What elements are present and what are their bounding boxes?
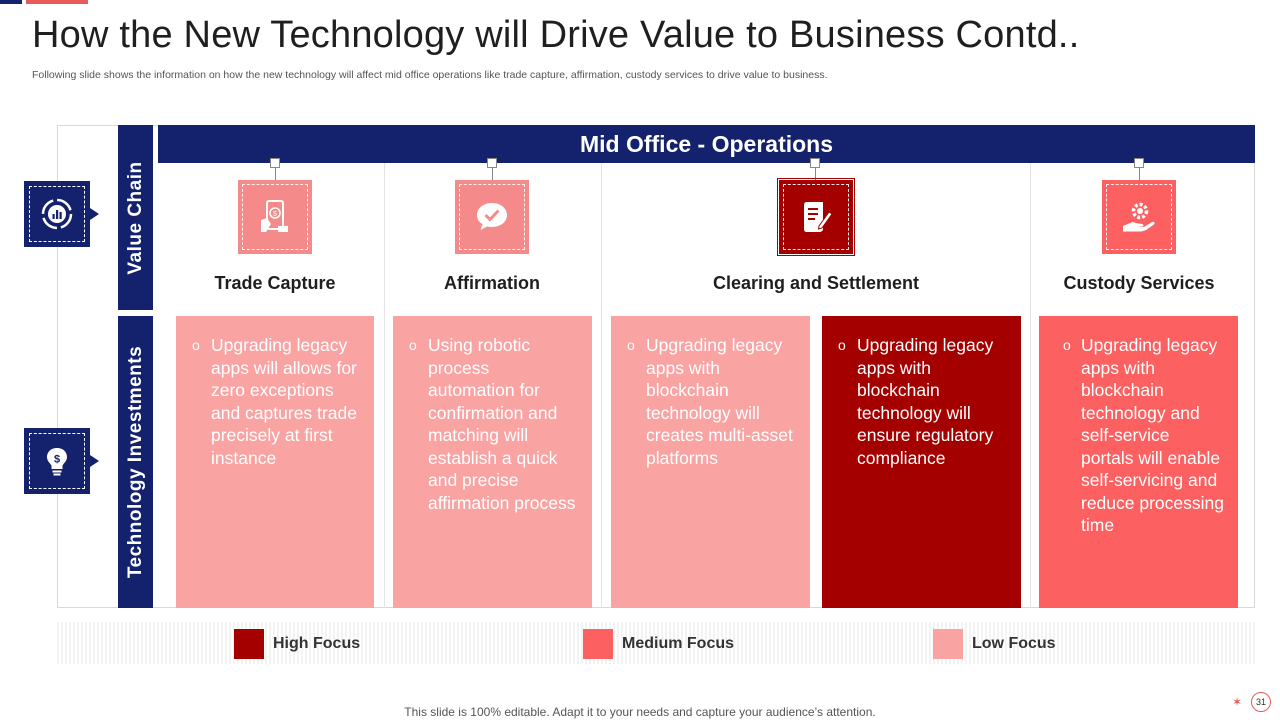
affirmation-icon-box <box>455 180 529 254</box>
clearing-settlement-icon-box <box>777 178 855 256</box>
bullet: o <box>838 337 846 353</box>
slide-subtitle: Following slide shows the information on… <box>32 69 828 81</box>
legend-item-medium: Medium Focus <box>583 629 734 659</box>
value-chain-label-bar: Value Chain <box>118 125 153 310</box>
column-label-trade-capture: Trade Capture <box>214 273 336 293</box>
chart-cycle-icon <box>41 198 73 230</box>
focus-legend: High Focus Medium Focus Low Focus <box>57 622 1255 664</box>
tech-investments-label: Technology Investments <box>124 345 146 579</box>
legend-label-low: Low Focus <box>972 635 1056 652</box>
column-pin <box>810 158 820 168</box>
column-divider <box>1030 163 1031 608</box>
column-divider <box>384 163 385 608</box>
card-text: Upgrading legacy apps with blockchain te… <box>857 335 994 468</box>
svg-text:$: $ <box>54 454 60 466</box>
trade-capture-icon-box: $ <box>238 180 312 254</box>
legend-item-low: Low Focus <box>933 629 1056 659</box>
hand-gear-icon <box>1123 202 1155 232</box>
card-text: Upgrading legacy apps will allows for ze… <box>211 335 357 468</box>
bullet: o <box>627 337 635 353</box>
legend-label-high: High Focus <box>273 635 361 652</box>
column-pin <box>487 158 497 168</box>
value-chain-label: Value Chain <box>124 160 146 275</box>
mid-office-header: Mid Office - Operations <box>158 125 1255 163</box>
card-text: Upgrading legacy apps with blockchain te… <box>1081 335 1224 535</box>
column-pin <box>1134 158 1144 168</box>
investment-card: o Using robotic process automation for c… <box>393 316 592 608</box>
custody-services-icon-box <box>1102 180 1176 254</box>
value-chain-side-icon <box>24 181 90 247</box>
lightbulb-dollar-icon: $ <box>47 448 67 476</box>
investment-card: o Upgrading legacy apps will allows for … <box>176 316 374 608</box>
legend-swatch-high <box>234 629 264 659</box>
bullet: o <box>409 337 417 353</box>
pin-connector <box>492 168 493 180</box>
value-chain-arrow-icon <box>90 208 99 220</box>
card-text: Upgrading legacy apps with blockchain te… <box>646 335 793 468</box>
legend-swatch-medium <box>583 629 613 659</box>
legend-swatch-low <box>933 629 963 659</box>
investment-card: o Upgrading legacy apps with blockchain … <box>611 316 810 608</box>
pin-connector <box>1139 168 1140 180</box>
pin-connector <box>815 168 816 180</box>
mobile-payment-icon: $ <box>261 200 288 232</box>
legend-label-medium: Medium Focus <box>622 635 735 652</box>
investment-card: o Upgrading legacy apps with blockchain … <box>1039 316 1238 608</box>
svg-text:$: $ <box>273 211 277 218</box>
column-label-clearing-settlement: Clearing and Settlement <box>712 273 920 293</box>
footer-note: This slide is 100% editable. Adapt it to… <box>404 705 876 719</box>
top-accent-bar-red <box>26 0 88 4</box>
slide-title: How the New Technology will Drive Value … <box>32 14 1080 56</box>
pin-connector <box>275 168 276 180</box>
document-pen-icon <box>804 202 833 232</box>
column-label-custody-services: Custody Services <box>1063 273 1215 293</box>
tech-investments-arrow-icon <box>90 455 99 467</box>
column-pin <box>270 158 280 168</box>
chat-check-icon <box>477 203 507 230</box>
tech-investments-label-bar: Technology Investments <box>118 316 153 608</box>
top-accent-bar-navy <box>0 0 22 4</box>
brand-logo-icon: ✶ <box>1232 695 1243 709</box>
investment-card: o Upgrading legacy apps with blockchain … <box>822 316 1021 608</box>
column-label-affirmation: Affirmation <box>444 273 540 293</box>
tech-investments-side-icon: $ <box>24 428 90 494</box>
column-divider <box>601 163 602 608</box>
bullet: o <box>1063 337 1071 353</box>
bullet: o <box>192 337 200 353</box>
card-text: Using robotic process automation for con… <box>428 335 576 513</box>
legend-item-high: High Focus <box>234 629 360 659</box>
page-number: 31 <box>1251 692 1271 712</box>
